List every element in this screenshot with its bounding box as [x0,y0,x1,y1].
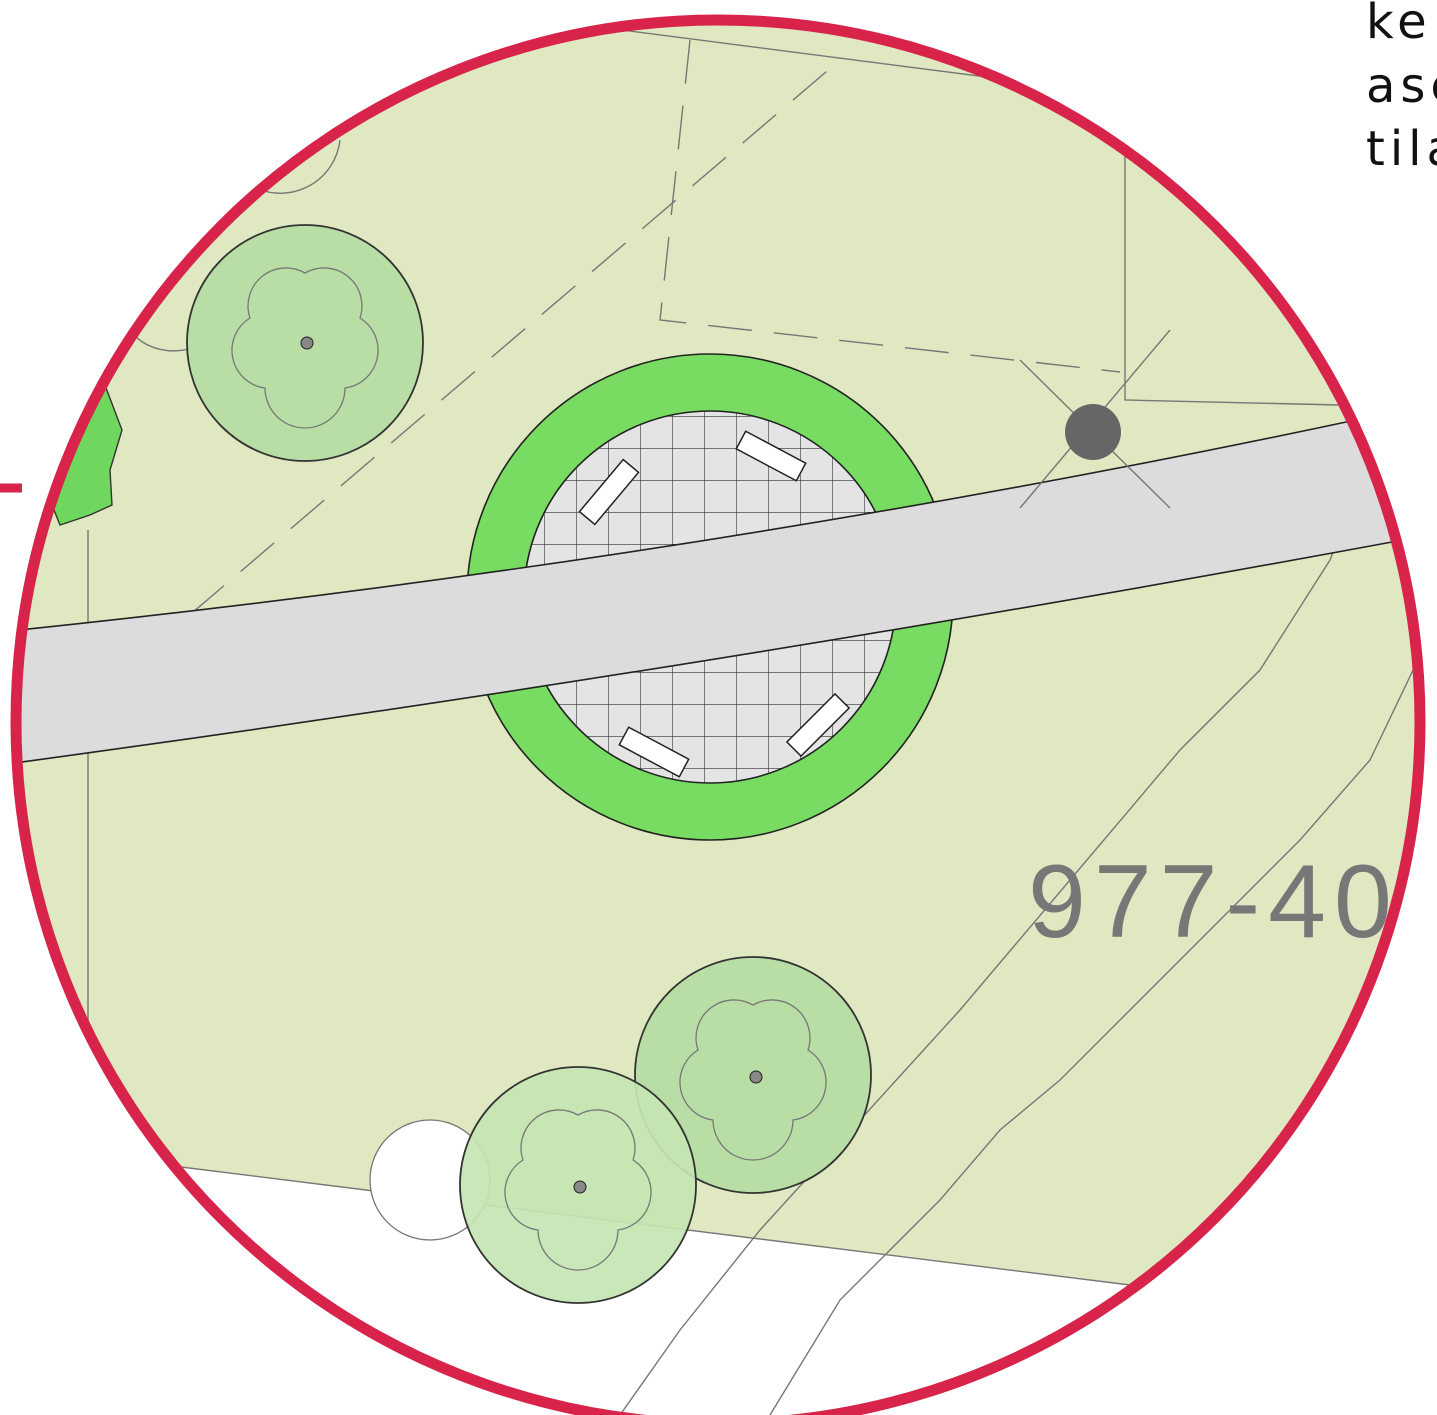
lamp [1065,404,1121,460]
map-content: 977-406 [0,0,1437,1415]
page: ke ase tila [0,0,1437,1415]
corner-text: ke [1366,0,1432,50]
corner-text: ase [1366,58,1437,114]
corner-text: tila [1366,121,1437,177]
tree [460,1067,696,1303]
tree [187,225,423,461]
plan-view: ke ase tila [0,0,1437,1415]
parcel-label: 977-406 [1028,844,1437,960]
